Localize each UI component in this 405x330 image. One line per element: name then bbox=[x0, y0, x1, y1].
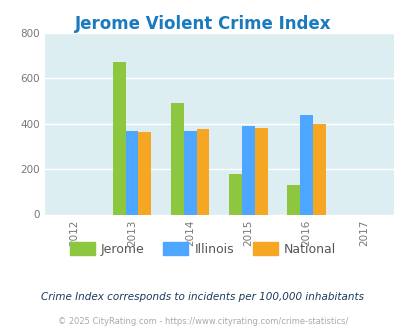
Bar bbox=[171, 103, 183, 214]
Text: Crime Index corresponds to incidents per 100,000 inhabitants: Crime Index corresponds to incidents per… bbox=[41, 292, 364, 302]
Bar bbox=[228, 174, 241, 214]
Bar bbox=[196, 129, 209, 214]
Bar bbox=[299, 115, 312, 214]
Bar bbox=[138, 132, 151, 214]
Bar bbox=[312, 124, 325, 214]
Text: © 2025 CityRating.com - https://www.cityrating.com/crime-statistics/: © 2025 CityRating.com - https://www.city… bbox=[58, 317, 347, 326]
Bar bbox=[113, 62, 125, 214]
Text: Jerome Violent Crime Index: Jerome Violent Crime Index bbox=[75, 15, 330, 33]
Bar bbox=[254, 128, 267, 214]
Bar bbox=[183, 131, 196, 214]
Bar bbox=[241, 126, 254, 214]
Bar bbox=[287, 185, 299, 214]
Bar bbox=[125, 131, 138, 214]
Legend: Jerome, Illinois, National: Jerome, Illinois, National bbox=[64, 237, 341, 261]
